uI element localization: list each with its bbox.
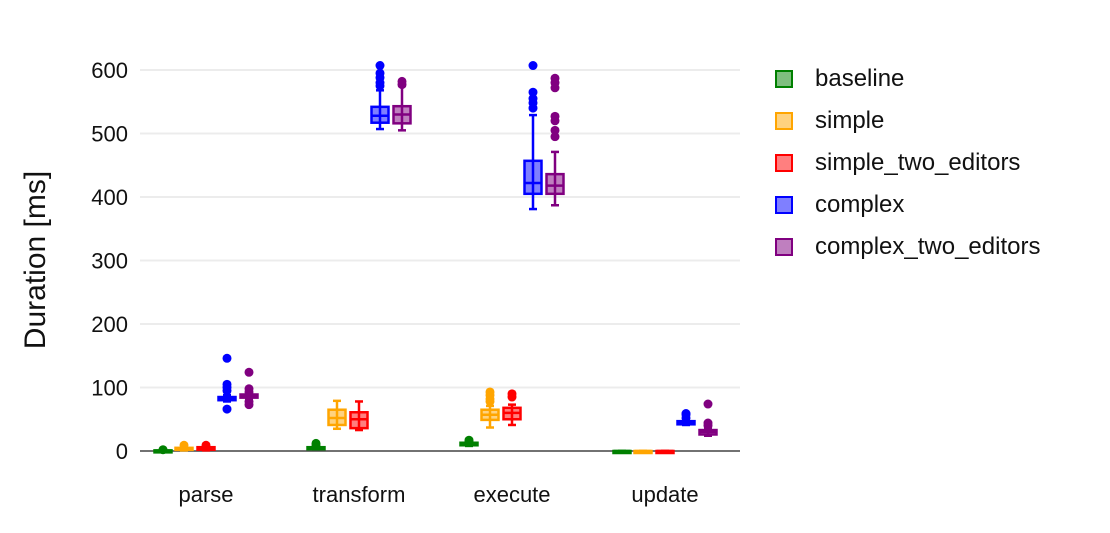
box-simple_two_editors-parse xyxy=(196,440,216,452)
legend-swatch xyxy=(775,154,793,172)
gridlines xyxy=(140,69,740,452)
boxes xyxy=(153,61,718,455)
outlier-point xyxy=(397,76,407,86)
legend-item-simple[interactable]: simple xyxy=(775,100,1040,142)
legend-swatch xyxy=(775,196,793,214)
box-simple_two_editors-update xyxy=(655,449,675,455)
box-baseline-parse xyxy=(153,445,173,455)
outlier-point xyxy=(703,418,713,428)
y-tick-label: 200 xyxy=(91,312,128,337)
box-simple-transform xyxy=(327,399,347,431)
box-iqr xyxy=(523,159,543,196)
outlier-point xyxy=(201,440,211,450)
y-tick-label: 100 xyxy=(91,376,128,401)
box-iqr xyxy=(545,172,565,196)
outlier-point xyxy=(681,409,691,419)
box-complex-execute xyxy=(523,61,543,211)
outlier-point xyxy=(179,440,189,450)
box-complex-update xyxy=(676,409,696,427)
box-baseline-transform xyxy=(306,438,326,451)
outlier-point xyxy=(222,353,232,363)
outlier-point xyxy=(550,111,560,121)
outlier-point xyxy=(550,125,560,135)
x-tick-label: execute xyxy=(473,482,550,507)
y-axis-ticks: 0 100 200 300 400 500 600 xyxy=(91,58,128,464)
outlier-point xyxy=(375,61,385,71)
outlier-point xyxy=(507,389,517,399)
outlier-point xyxy=(158,445,168,455)
outlier-point xyxy=(528,87,538,97)
x-tick-label: update xyxy=(631,482,698,507)
outlier-point xyxy=(528,94,538,104)
y-tick-label: 300 xyxy=(91,249,128,274)
outlier-point xyxy=(244,396,254,406)
outlier-point xyxy=(311,438,321,448)
box-baseline-update xyxy=(612,449,632,455)
box-complex_two_editors-parse xyxy=(239,367,259,410)
box-complex-parse xyxy=(217,353,237,414)
outlier-point xyxy=(464,435,474,445)
box-simple-update xyxy=(633,449,653,455)
legend-label: complex_two_editors xyxy=(815,233,1041,260)
box-simple_two_editors-execute xyxy=(502,389,522,427)
outlier-point xyxy=(244,367,254,377)
outlier-point xyxy=(375,68,385,78)
box-complex-transform xyxy=(370,61,390,131)
outlier-point xyxy=(244,384,254,394)
outlier-point xyxy=(703,399,713,409)
box-complex_two_editors-execute xyxy=(545,73,565,207)
x-tick-label: parse xyxy=(178,482,233,507)
legend-swatch xyxy=(775,70,793,88)
outlier-point xyxy=(550,132,560,142)
outlier-point xyxy=(222,404,232,414)
x-axis-ticks: parse transform execute update xyxy=(178,482,698,507)
box-complex_two_editors-transform xyxy=(392,76,412,132)
box-baseline-execute xyxy=(459,435,479,448)
legend-label: complex xyxy=(815,191,905,218)
outlier-point xyxy=(222,379,232,389)
x-tick-label: transform xyxy=(313,482,406,507)
outlier-point xyxy=(485,387,495,397)
legend-item-complex[interactable]: complex xyxy=(775,184,1040,226)
box-simple-execute xyxy=(480,387,500,429)
box-complex_two_editors-update xyxy=(698,399,718,438)
y-tick-label: 400 xyxy=(91,185,128,210)
box-simple-parse xyxy=(174,440,194,452)
legend-label: baseline xyxy=(815,65,905,92)
legend-label: simple_two_editors xyxy=(815,149,1021,176)
legend-swatch xyxy=(775,238,793,256)
box-simple_two_editors-transform xyxy=(349,400,369,432)
y-tick-label: 0 xyxy=(116,439,128,464)
outlier-point xyxy=(550,73,560,83)
legend-item-complex_two_editors[interactable]: complex_two_editors xyxy=(775,226,1040,268)
y-tick-label: 500 xyxy=(91,122,128,147)
y-axis-label: Duration [ms] xyxy=(19,171,52,349)
legend-item-simple_two_editors[interactable]: simple_two_editors xyxy=(775,142,1040,184)
legend-item-baseline[interactable]: baseline xyxy=(775,58,1040,100)
legend-label: simple xyxy=(815,107,885,134)
y-tick-label: 600 xyxy=(91,58,128,83)
outlier-point xyxy=(528,61,538,71)
legend-swatch xyxy=(775,112,793,130)
